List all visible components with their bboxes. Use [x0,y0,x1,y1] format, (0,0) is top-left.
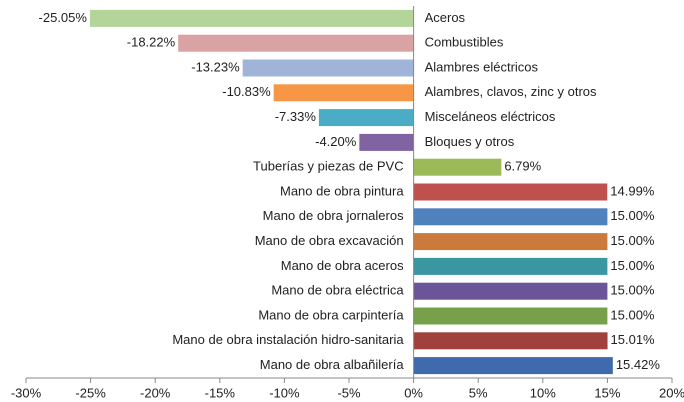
category-label: Mano de obra carpintería [258,307,404,322]
bar [413,257,608,275]
x-tick-label: 0% [404,385,423,400]
bar [318,109,414,127]
bar [413,282,608,300]
value-label: -18.22% [127,35,176,50]
bar [359,133,414,151]
x-tick-label: 10% [530,385,556,400]
x-tick-label: -5% [337,385,361,400]
value-label: 6.79% [504,159,541,174]
bar [178,34,414,52]
value-label: -25.05% [39,10,88,25]
bar [413,332,608,350]
category-label: Alambres, clavos, zinc y otros [425,84,597,99]
value-label: 15.00% [610,208,655,223]
x-tick-label: -30% [11,385,42,400]
bar [413,233,608,251]
x-tick-label: -25% [75,385,106,400]
category-label: Mano de obra eléctrica [271,283,404,298]
value-label: -10.83% [222,84,271,99]
value-label: 15.00% [610,283,655,298]
value-label: -4.20% [315,134,357,149]
value-label: 15.00% [610,307,655,322]
category-label: Misceláneos eléctricos [425,109,556,124]
bar [413,158,502,176]
category-label: Mano de obra albañilería [260,357,405,372]
category-label: Mano de obra excavación [255,233,404,248]
category-label: Mano de obra instalación hidro-sanitaria [172,332,404,347]
x-tick-label: -20% [140,385,171,400]
value-label: 15.42% [616,357,661,372]
x-tick-label: 5% [469,385,488,400]
bar [242,59,414,77]
category-label: Tuberías y piezas de PVC [253,159,404,174]
bar [413,307,608,325]
category-label: Mano de obra jornaleros [263,208,404,223]
x-tick-label: -15% [205,385,236,400]
bar [413,183,608,201]
bar [413,357,613,375]
value-label: -13.23% [191,59,240,74]
value-label: 15.01% [611,332,656,347]
value-label: 15.00% [610,258,655,273]
category-label: Alambres eléctricos [425,59,539,74]
x-tick-label: 15% [594,385,620,400]
bar [413,208,608,226]
bar [89,9,414,27]
x-tick-label: -10% [269,385,300,400]
category-label: Combustibles [425,35,504,50]
value-label: 15.00% [610,233,655,248]
category-label: Mano de obra pintura [280,183,404,198]
bar [273,84,414,102]
value-label: -7.33% [275,109,317,124]
x-tick-label: 20% [659,385,684,400]
value-label: 14.99% [610,183,655,198]
category-label: Mano de obra aceros [281,258,404,273]
category-label: Aceros [425,10,466,25]
category-label: Bloques y otros [425,134,515,149]
